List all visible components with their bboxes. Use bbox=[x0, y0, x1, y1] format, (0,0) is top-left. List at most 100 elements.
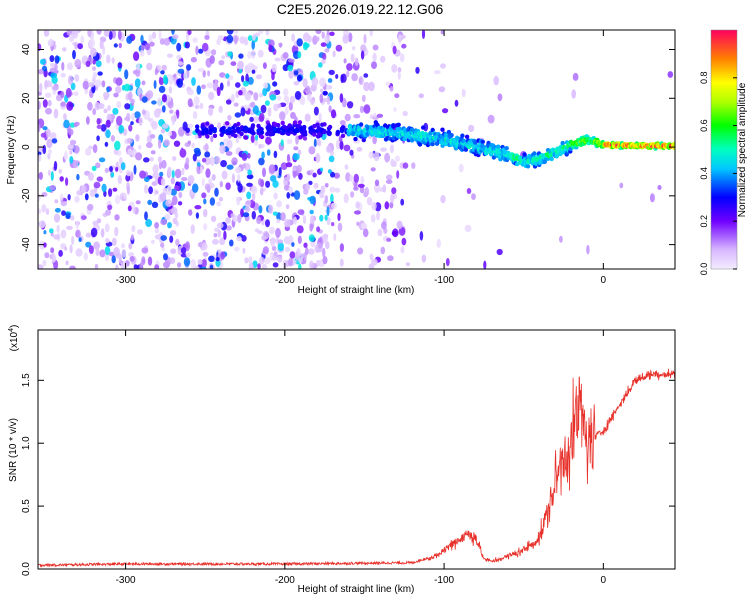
spectrogram-cell bbox=[45, 208, 50, 216]
spectrogram-cell bbox=[205, 134, 210, 139]
spectrogram-cell bbox=[225, 99, 232, 105]
colorbar-tick-label: 0.0 bbox=[699, 263, 709, 276]
spectrogram-cell bbox=[389, 85, 394, 92]
spectrogram-cell bbox=[199, 266, 207, 269]
spectrogram-cell bbox=[211, 215, 217, 222]
spectrogram-cell bbox=[148, 186, 154, 195]
spectrogram-cell bbox=[242, 247, 246, 254]
spectrogram-cell bbox=[285, 162, 293, 168]
spectrogram-cell bbox=[354, 57, 359, 66]
spectrogram-cell bbox=[231, 157, 238, 166]
spectrogram-cell bbox=[276, 95, 282, 101]
spectrogram-cell bbox=[335, 74, 339, 79]
spectrogram-cell bbox=[280, 139, 284, 147]
spectrogram-cell bbox=[38, 69, 44, 75]
spectrogram-cell bbox=[166, 185, 172, 196]
spectrogram-cell bbox=[171, 115, 175, 126]
spectrogram-cell bbox=[270, 240, 276, 247]
spectrogram-cell bbox=[287, 64, 294, 72]
spectrogram-cell bbox=[43, 30, 50, 37]
spectrogram-cell bbox=[302, 78, 308, 88]
spectrogram-cell bbox=[131, 225, 136, 233]
spectrogram-cell bbox=[132, 207, 136, 214]
spectrogram-cell bbox=[212, 133, 218, 138]
spectrogram-cell bbox=[88, 172, 94, 181]
spectrogram-cell bbox=[254, 134, 259, 141]
spectrogram-cell bbox=[115, 86, 122, 94]
spectrogram-cell bbox=[247, 152, 251, 159]
spectrogram-cell bbox=[53, 160, 58, 171]
spectrogram-cell bbox=[40, 132, 47, 138]
spectrogram-cell bbox=[161, 159, 167, 169]
spectrogram-cell bbox=[172, 156, 177, 161]
spectrogram-cell bbox=[87, 203, 94, 211]
spectrogram-cell bbox=[271, 245, 277, 252]
spectrogram-cell bbox=[152, 164, 159, 174]
spectrogram-cell bbox=[227, 126, 232, 132]
spectrogram-cell bbox=[201, 242, 208, 251]
spectrogram-cell bbox=[251, 185, 258, 194]
spectrogram-cell bbox=[131, 149, 136, 158]
spectrogram-cell bbox=[114, 140, 121, 151]
spectrogram-cell bbox=[440, 127, 445, 132]
spectrogram-cell bbox=[154, 264, 160, 269]
spectrogram-cell bbox=[153, 80, 157, 89]
spectrogram-cell bbox=[165, 199, 173, 207]
spectrogram-cell bbox=[251, 191, 256, 202]
spectrogram-cell bbox=[142, 109, 147, 115]
spectrogram-cell bbox=[204, 157, 211, 166]
spectrogram-cell bbox=[59, 176, 64, 182]
spectrogram-cell bbox=[284, 219, 291, 228]
spectrogram-cell bbox=[140, 34, 144, 44]
spectrogram-cell bbox=[269, 94, 277, 101]
spectrogram-cell bbox=[236, 196, 241, 206]
spectrogram-cell bbox=[384, 201, 390, 210]
spectrogram-cell bbox=[186, 64, 192, 71]
spectrogram-cell bbox=[358, 76, 364, 86]
spectrogram-cell bbox=[445, 258, 450, 267]
spectrogram-cell bbox=[288, 58, 295, 63]
spectrogram-cell bbox=[197, 48, 204, 54]
spectrogram-cell bbox=[309, 222, 314, 232]
spectrogram-cell bbox=[219, 237, 226, 246]
spectrogram-cell bbox=[214, 79, 218, 87]
spectrogram-cell bbox=[400, 198, 405, 206]
spectrogram-cell bbox=[321, 233, 329, 244]
spectrogram-cell bbox=[316, 226, 321, 233]
spectrogram-cell bbox=[419, 231, 424, 241]
spectrogram-cell bbox=[114, 194, 121, 205]
spectrogram-cell bbox=[262, 87, 268, 97]
colorbar-gradient bbox=[711, 30, 737, 269]
spectrogram-cell bbox=[185, 252, 191, 258]
spectrogram-cell bbox=[464, 134, 470, 139]
spectrogram-cell bbox=[262, 263, 267, 269]
spectrogram-cell bbox=[322, 247, 326, 258]
spectrogram-cell bbox=[247, 76, 254, 85]
spectrogram-cell bbox=[329, 150, 334, 156]
spectrogram-cell bbox=[160, 235, 167, 241]
spectrogram-cell bbox=[126, 185, 130, 195]
spectrogram-cell bbox=[522, 152, 527, 157]
spectrogram-cell bbox=[346, 70, 350, 78]
spectrogram-cell bbox=[251, 69, 256, 74]
spectrogram-cell bbox=[70, 82, 76, 91]
spectrogram-cell bbox=[324, 48, 330, 53]
spectrogram-cell bbox=[263, 82, 269, 89]
spectrogram-cell bbox=[64, 246, 68, 251]
spectrogram-cell bbox=[183, 257, 191, 267]
spectrogram-cell bbox=[271, 255, 278, 261]
spectrogram-cell bbox=[271, 72, 275, 81]
spectrogram-cell bbox=[262, 230, 270, 240]
spectrogram-cell bbox=[66, 62, 73, 71]
spectrogram-cell bbox=[273, 103, 279, 112]
spectrogram-cell bbox=[78, 237, 82, 243]
spectrogram-cell bbox=[393, 107, 397, 112]
spectrogram-cell bbox=[339, 258, 344, 267]
spectrogram-cell bbox=[297, 51, 302, 59]
spectrogram-cell bbox=[173, 73, 177, 78]
spectrogram-cell bbox=[483, 260, 487, 269]
spectrogram-cell bbox=[101, 183, 107, 193]
spectrogram-cell bbox=[322, 122, 327, 127]
spectrogram-cell bbox=[108, 251, 115, 257]
spectrogram-cell bbox=[315, 153, 321, 163]
